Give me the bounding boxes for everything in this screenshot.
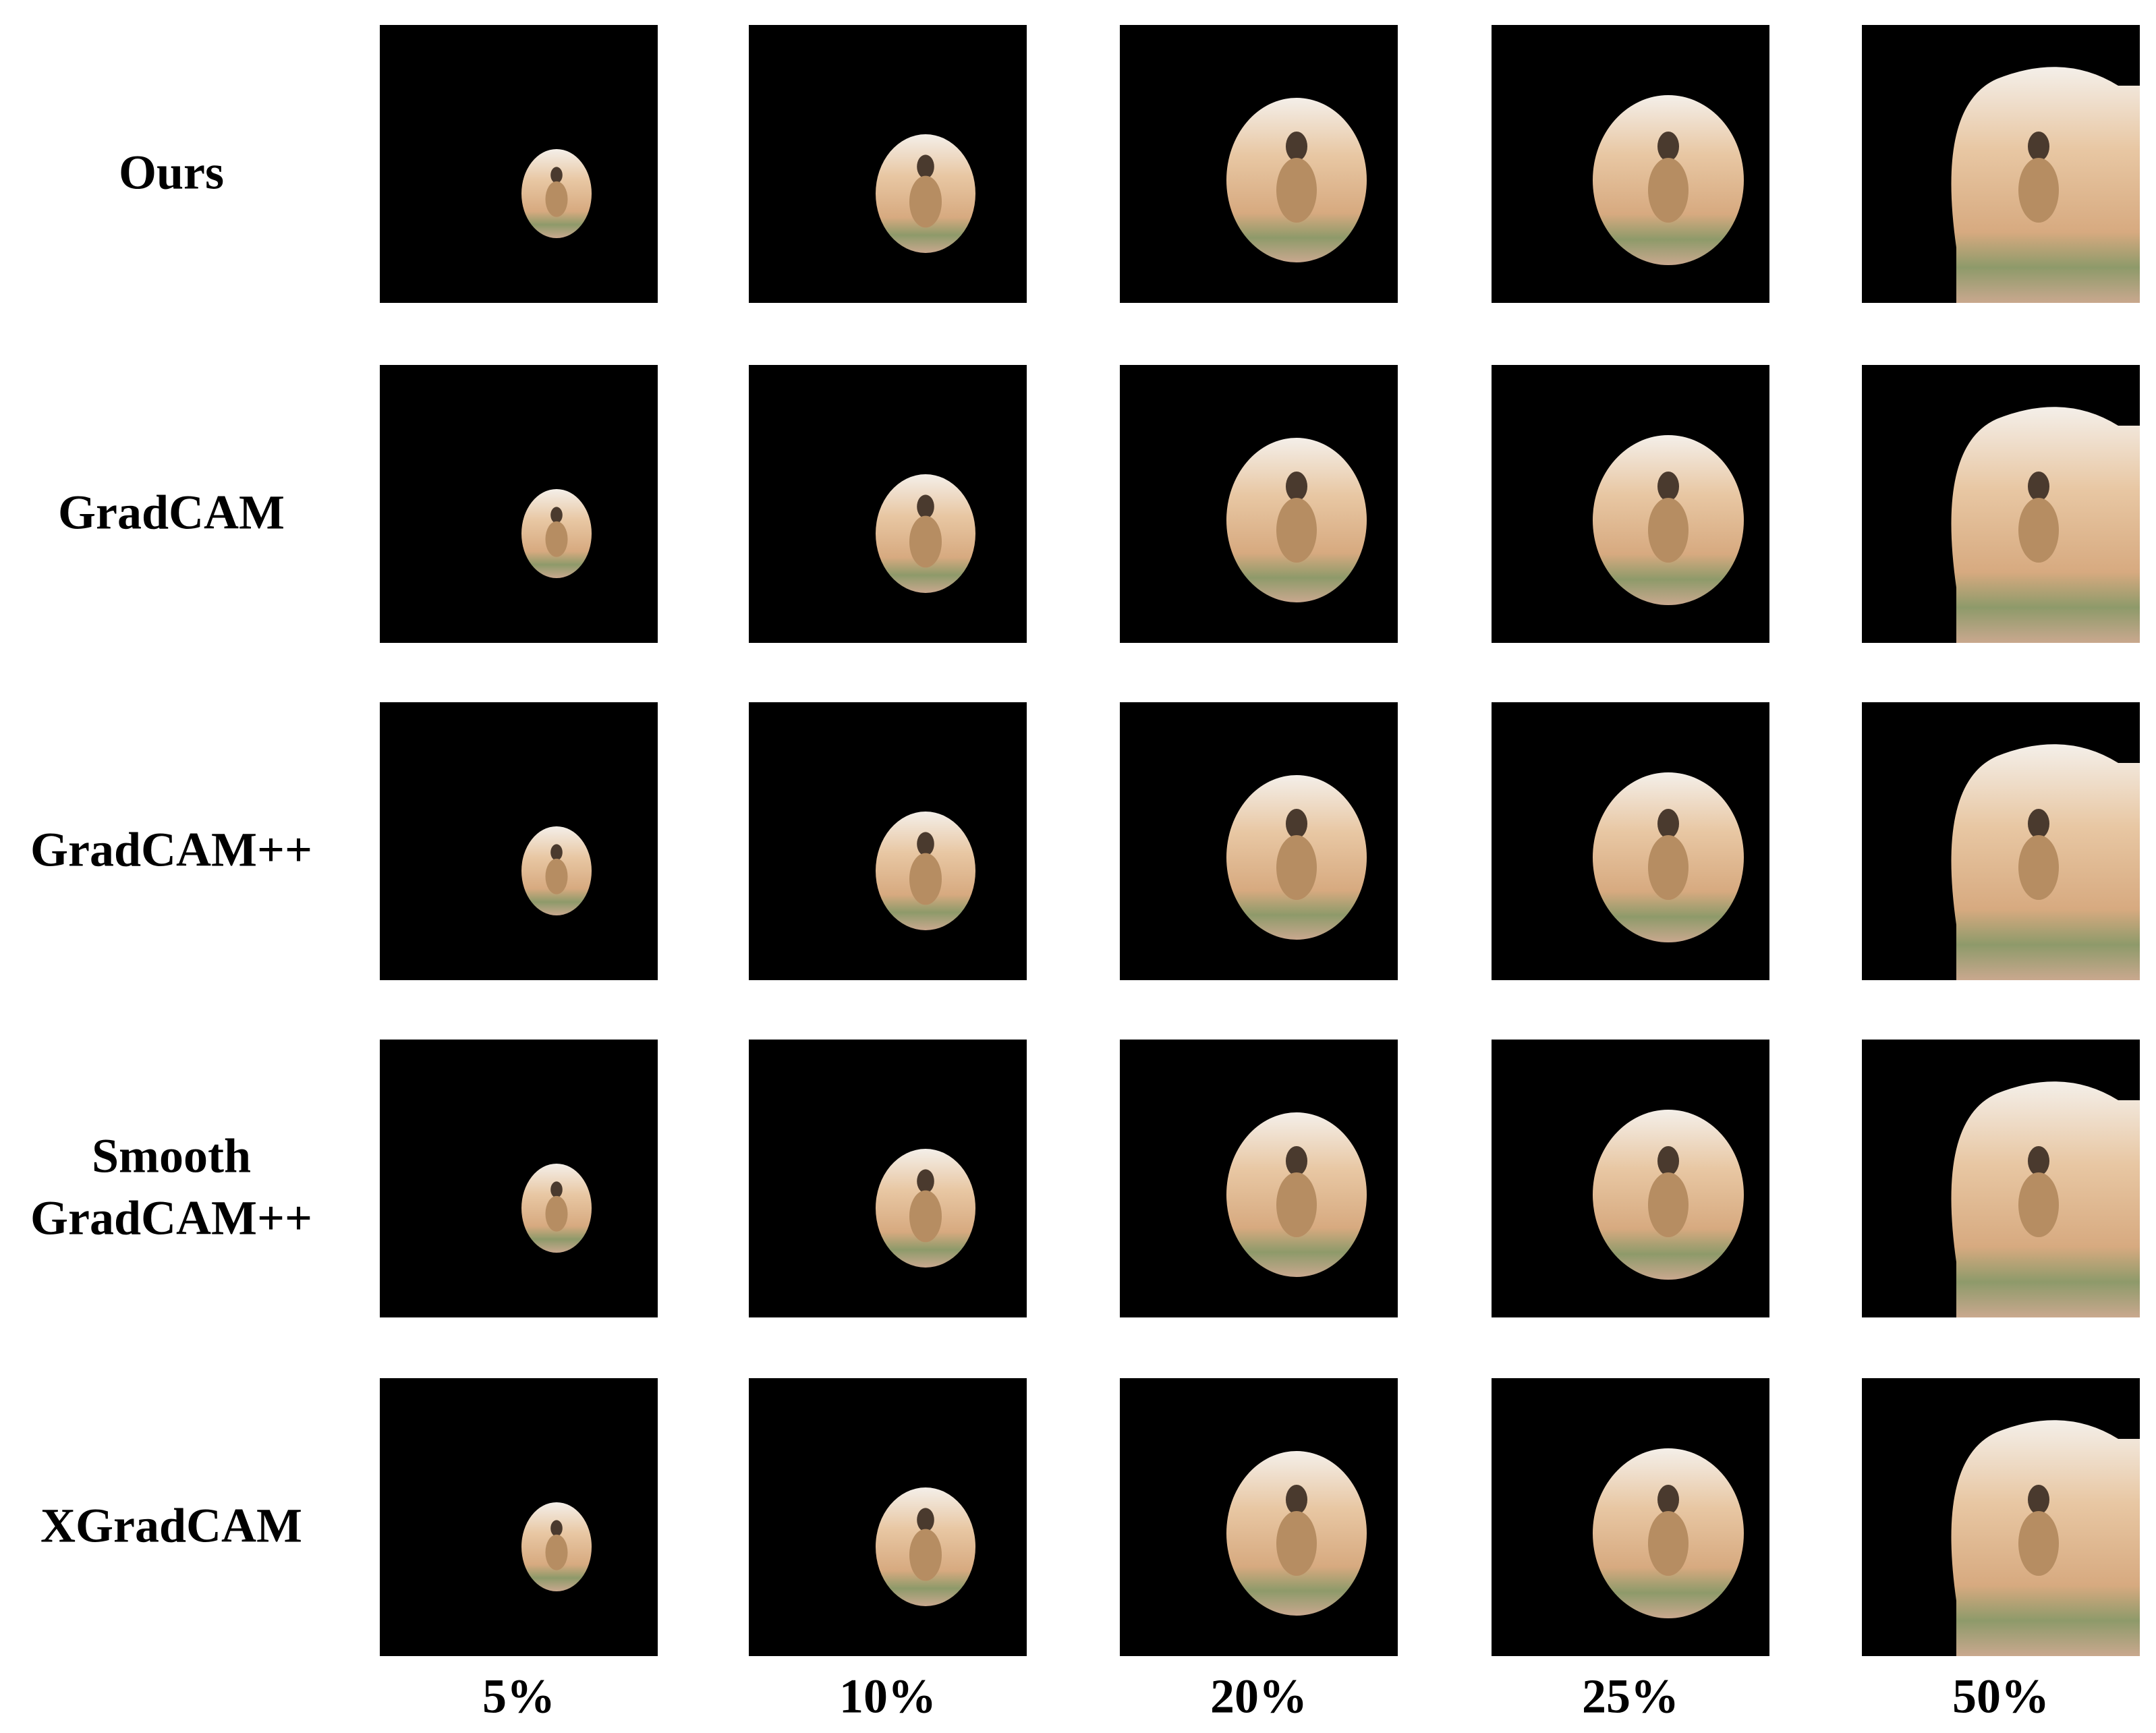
masked-image [1120,702,1398,980]
masked-image [1862,1378,2140,1656]
dog-head [917,1508,934,1532]
masked-image [380,1040,658,1317]
dog-body [1276,158,1317,223]
dog-head [1657,809,1679,839]
mask-background [380,365,658,643]
dog-body [2018,498,2059,563]
dog-head [917,154,934,179]
masked-image [749,1040,1027,1317]
dog-body [1276,1511,1317,1576]
dog-head [1286,1146,1307,1176]
dog-head [550,167,563,183]
masked-image [1862,365,2140,643]
masked-image [1492,702,1769,980]
dog-body [545,521,568,557]
dog-body [2018,1511,2059,1576]
dog-head [2028,132,2049,161]
dog-head [917,832,934,856]
masked-image [1120,365,1398,643]
dog-body [909,1529,942,1581]
dog-head [917,494,934,519]
dog-body [2018,1172,2059,1237]
column-label: 5% [482,1670,555,1724]
masked-image [380,702,658,980]
dog-body [2018,835,2059,900]
dog-head [1286,472,1307,501]
dog-body [545,181,568,217]
dog-body [909,1190,942,1243]
dog-body [1648,158,1689,223]
masked-image [749,702,1027,980]
dog-head [1657,1146,1679,1176]
mask-background [380,25,658,303]
masked-image [380,25,658,303]
dog-head [1657,132,1679,161]
dog-head [2028,472,2049,501]
masked-image [1492,25,1769,303]
row-label: Ours [119,146,224,200]
mask-background [380,1040,658,1317]
dog-body [545,1195,568,1232]
dog-head [2028,1146,2049,1176]
dog-head [1657,472,1679,501]
masked-image [1862,1040,2140,1317]
dog-body [909,853,942,905]
dog-head [1657,1485,1679,1514]
dog-head [1286,809,1307,839]
row-label: XGradCAM [40,1499,302,1553]
masked-image [1492,1040,1769,1317]
masked-image [1492,365,1769,643]
masked-image [1862,702,2140,980]
dog-head [1286,132,1307,161]
masked-image [1120,25,1398,303]
column-label: 20% [1210,1670,1307,1724]
mask-background [380,702,658,980]
dog-head [2028,809,2049,839]
dog-body [1648,835,1689,900]
dog-body [1648,498,1689,563]
column-label: 25% [1582,1670,1679,1724]
dog-head [550,1520,563,1537]
dog-body [909,175,942,228]
dog-body [1276,835,1317,900]
dog-body [2018,158,2059,223]
masked-image [1120,1040,1398,1317]
dog-body [1648,1511,1689,1576]
row-label: GradCAM [58,486,285,540]
dog-body [545,858,568,894]
dog-body [1276,498,1317,563]
masked-image [1120,1378,1398,1656]
dog-body [545,1534,568,1570]
dog-body [1648,1172,1689,1237]
masked-image [1862,25,2140,303]
row-label: GradCAM++ [30,823,312,877]
row-label: GradCAM++ [30,1191,312,1245]
column-label: 10% [839,1670,936,1724]
masked-image [749,1378,1027,1656]
mask-background [380,1378,658,1656]
dog-body [909,515,942,568]
dog-head [917,1169,934,1193]
dog-head [550,844,563,861]
masked-image [380,365,658,643]
masked-image [749,365,1027,643]
masked-image [380,1378,658,1656]
dog-head [550,507,563,523]
masked-image [749,25,1027,303]
dog-body [1276,1172,1317,1237]
column-label: 50% [1952,1670,2049,1724]
dog-head [2028,1485,2049,1514]
dog-head [550,1181,563,1198]
dog-head [1286,1485,1307,1514]
masked-image [1492,1378,1769,1656]
row-label: Smooth [92,1129,251,1183]
